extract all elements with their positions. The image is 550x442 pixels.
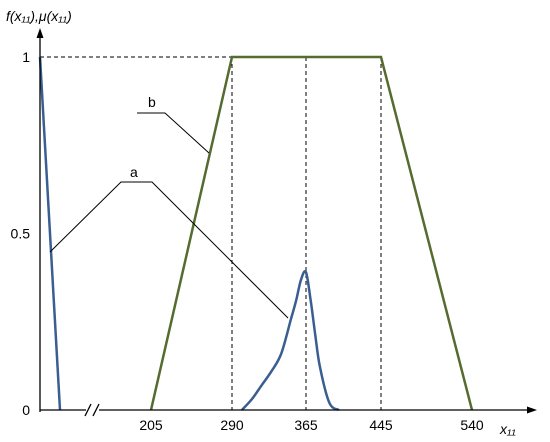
callout-b: b bbox=[137, 94, 210, 154]
callout-a-leader bbox=[49, 181, 289, 319]
y-tick-label: 0.5 bbox=[11, 226, 31, 242]
x-tick-label: 290 bbox=[220, 417, 244, 433]
axis-break-marker bbox=[84, 403, 100, 417]
callout-a-label: a bbox=[130, 164, 138, 180]
x-axis-title: x₁₁ bbox=[499, 421, 516, 437]
callout-b-label: b bbox=[148, 94, 156, 110]
y-tick-label: 0 bbox=[22, 402, 30, 418]
callout-b-leader bbox=[137, 112, 210, 154]
x-tick-label: 205 bbox=[139, 417, 163, 433]
series-curves bbox=[38, 55, 474, 412]
x-tick-labels: 205 290 365 445 540 bbox=[139, 417, 484, 433]
reference-lines bbox=[40, 56, 382, 410]
x-tick-label: 445 bbox=[369, 417, 393, 433]
series-b-line bbox=[149, 55, 474, 411]
x-axis-arrow bbox=[527, 406, 537, 414]
y-axis-title: f(x₁₁),μ(x₁₁) bbox=[6, 8, 72, 24]
x-tick-label: 540 bbox=[460, 417, 484, 433]
y-tick-labels: 00.51 bbox=[11, 49, 31, 418]
axes bbox=[36, 28, 537, 417]
y-axis-arrow bbox=[36, 28, 44, 38]
series-a-bell-curve bbox=[240, 270, 340, 412]
x-tick-label: 365 bbox=[294, 417, 318, 433]
y-tick-label: 1 bbox=[22, 49, 30, 65]
series-a-segment-left bbox=[38, 56, 62, 411]
callout-a: a bbox=[49, 164, 289, 319]
